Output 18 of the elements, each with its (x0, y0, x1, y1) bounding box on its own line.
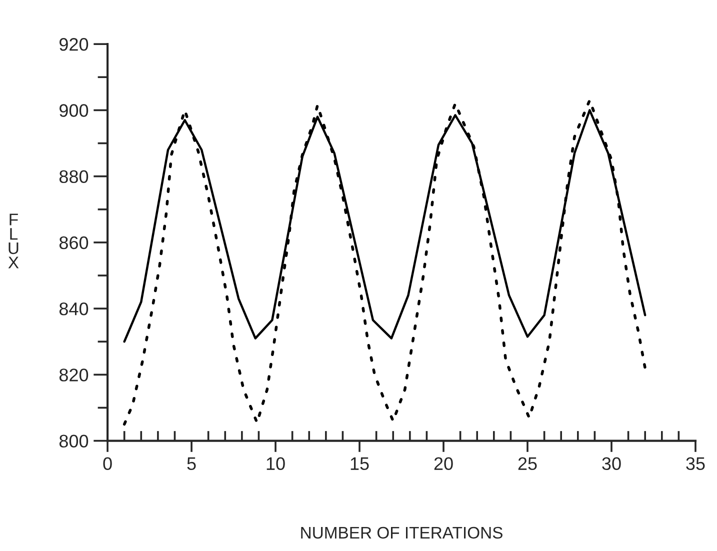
x-tick-label: 15 (350, 457, 369, 470)
y-tick-label: 880 (59, 170, 88, 184)
line-series (122, 98, 646, 426)
y-tick-label: 800 (59, 434, 88, 448)
y-tick-label: 920 (60, 38, 88, 51)
x-tick-label: 5 (187, 457, 196, 470)
x-tick-label: 30 (602, 457, 621, 470)
x-tick-label: 35 (686, 457, 705, 470)
x-tick-label: 20 (434, 457, 453, 470)
y-tick-label: 900 (60, 104, 88, 117)
y-axis-title: FLUX (8, 214, 19, 268)
y-tick-label: 840 (59, 302, 88, 316)
y-tick-label: 860 (59, 236, 88, 250)
x-axis-title: NUMBER OF ITERATIONS (301, 526, 502, 539)
x-tick-label: 0 (103, 457, 112, 470)
x-tick-label: 10 (266, 457, 285, 470)
x-tick-label: 25 (518, 457, 537, 470)
y-tick-label: 820 (59, 368, 88, 382)
